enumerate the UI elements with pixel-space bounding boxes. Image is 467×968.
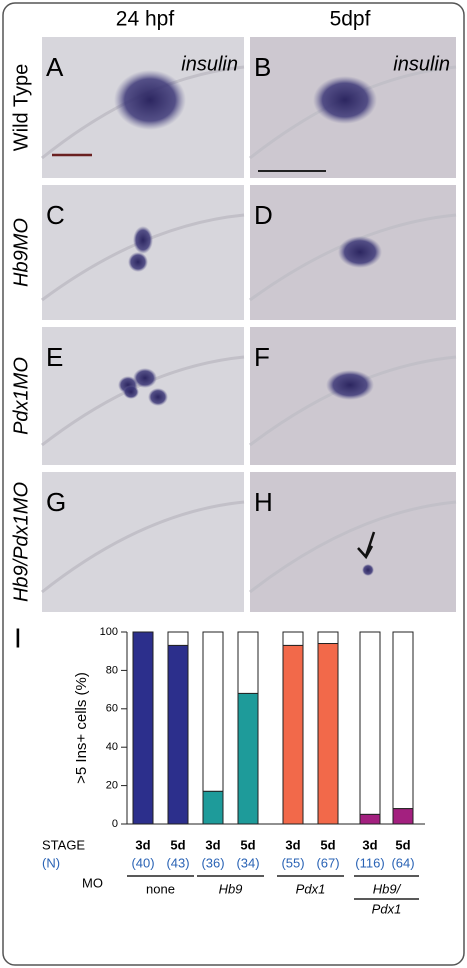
row-label: Wild Type — [10, 64, 32, 151]
bar-remainder — [392, 631, 414, 810]
bar — [202, 790, 224, 825]
group-label: none — [146, 881, 175, 896]
image-panels: 24 hpf 5dpf Wild Type Hb9MO Pdx1MO Hb9/Pdx1MO… — [10, 8, 457, 612]
stage-label: 3d — [362, 837, 377, 852]
n-label: (67) — [316, 855, 339, 870]
stain — [313, 76, 377, 124]
stage-label: 3d — [285, 837, 300, 852]
stain — [338, 236, 382, 268]
group-label: Hb9 — [219, 881, 243, 896]
bar-remainder — [202, 631, 224, 792]
stage-label: 3d — [135, 837, 150, 852]
stage-label: 5d — [170, 837, 185, 852]
tissue — [41, 500, 245, 594]
panel-letter: I — [14, 622, 22, 653]
row-label: STAGE — [42, 837, 85, 852]
y-tick-label: 100 — [100, 626, 118, 638]
stain — [128, 252, 148, 272]
row-label: Hb9MO — [10, 218, 32, 287]
panel-letter: G — [46, 487, 66, 517]
stain — [114, 70, 186, 130]
bar-remainder — [237, 631, 259, 694]
panel-letter: E — [46, 342, 63, 372]
bar-remainder — [317, 631, 339, 645]
group-label: Hb9/ — [373, 881, 402, 896]
row-label: Pdx1MO — [10, 357, 32, 435]
n-label: (36) — [201, 855, 224, 870]
stain-label: insulin — [393, 53, 450, 75]
stain — [326, 370, 374, 400]
y-tick-label: 20 — [106, 780, 118, 792]
row-label: MO — [82, 875, 103, 890]
panel-letter: H — [254, 487, 273, 517]
row-label: (N) — [42, 855, 60, 870]
column-header: 5dpf — [330, 8, 371, 31]
y-tick-label: 80 — [106, 664, 118, 676]
y-tick-label: 0 — [112, 818, 118, 830]
group-label: Pdx1 — [296, 881, 326, 896]
y-axis-label: >5 Ins+ cells (%) — [73, 672, 90, 784]
row-label: Hb9/Pdx1MO — [10, 482, 32, 602]
stain — [148, 388, 168, 406]
group-label: Pdx1 — [372, 901, 402, 916]
n-label: (64) — [391, 855, 414, 870]
bar-remainder — [167, 631, 189, 646]
image-panel — [42, 327, 244, 465]
bar — [359, 813, 381, 825]
y-tick-label: 40 — [106, 741, 118, 753]
panel-letter: A — [46, 52, 64, 82]
panel-letter: F — [254, 342, 270, 372]
n-label: (34) — [236, 855, 259, 870]
panel-letter: B — [254, 52, 271, 82]
stain — [362, 564, 374, 576]
bar-remainder — [282, 631, 304, 646]
n-label: (43) — [166, 855, 189, 870]
column-header: 24 hpf — [116, 8, 175, 31]
stain — [133, 226, 153, 254]
n-label: (55) — [281, 855, 304, 870]
bar — [282, 644, 304, 825]
bar — [237, 692, 259, 825]
panel-letter: D — [254, 200, 273, 230]
tissue — [249, 500, 457, 594]
bar — [392, 808, 414, 825]
n-label: (116) — [355, 855, 384, 870]
arrow — [357, 531, 376, 560]
image-panel — [250, 472, 456, 612]
bar — [132, 631, 154, 825]
stage-label: 3d — [205, 837, 220, 852]
stain-label: insulin — [181, 53, 238, 75]
stage-label: 5d — [395, 837, 410, 852]
stain — [133, 368, 157, 388]
bar-remainder — [359, 631, 381, 815]
image-panel — [42, 472, 244, 612]
stage-label: 5d — [320, 837, 335, 852]
stage-label: 5d — [240, 837, 255, 852]
y-tick-label: 60 — [106, 703, 118, 715]
bar — [317, 643, 339, 825]
bar — [167, 644, 189, 825]
n-label: (40) — [131, 855, 154, 870]
panel-letter: C — [46, 200, 65, 230]
stain — [123, 385, 139, 399]
bar-chart: I >5 Ins+ cells (%) 0 20 40 60 80 100 STAGE (N) MO… — [14, 622, 425, 916]
